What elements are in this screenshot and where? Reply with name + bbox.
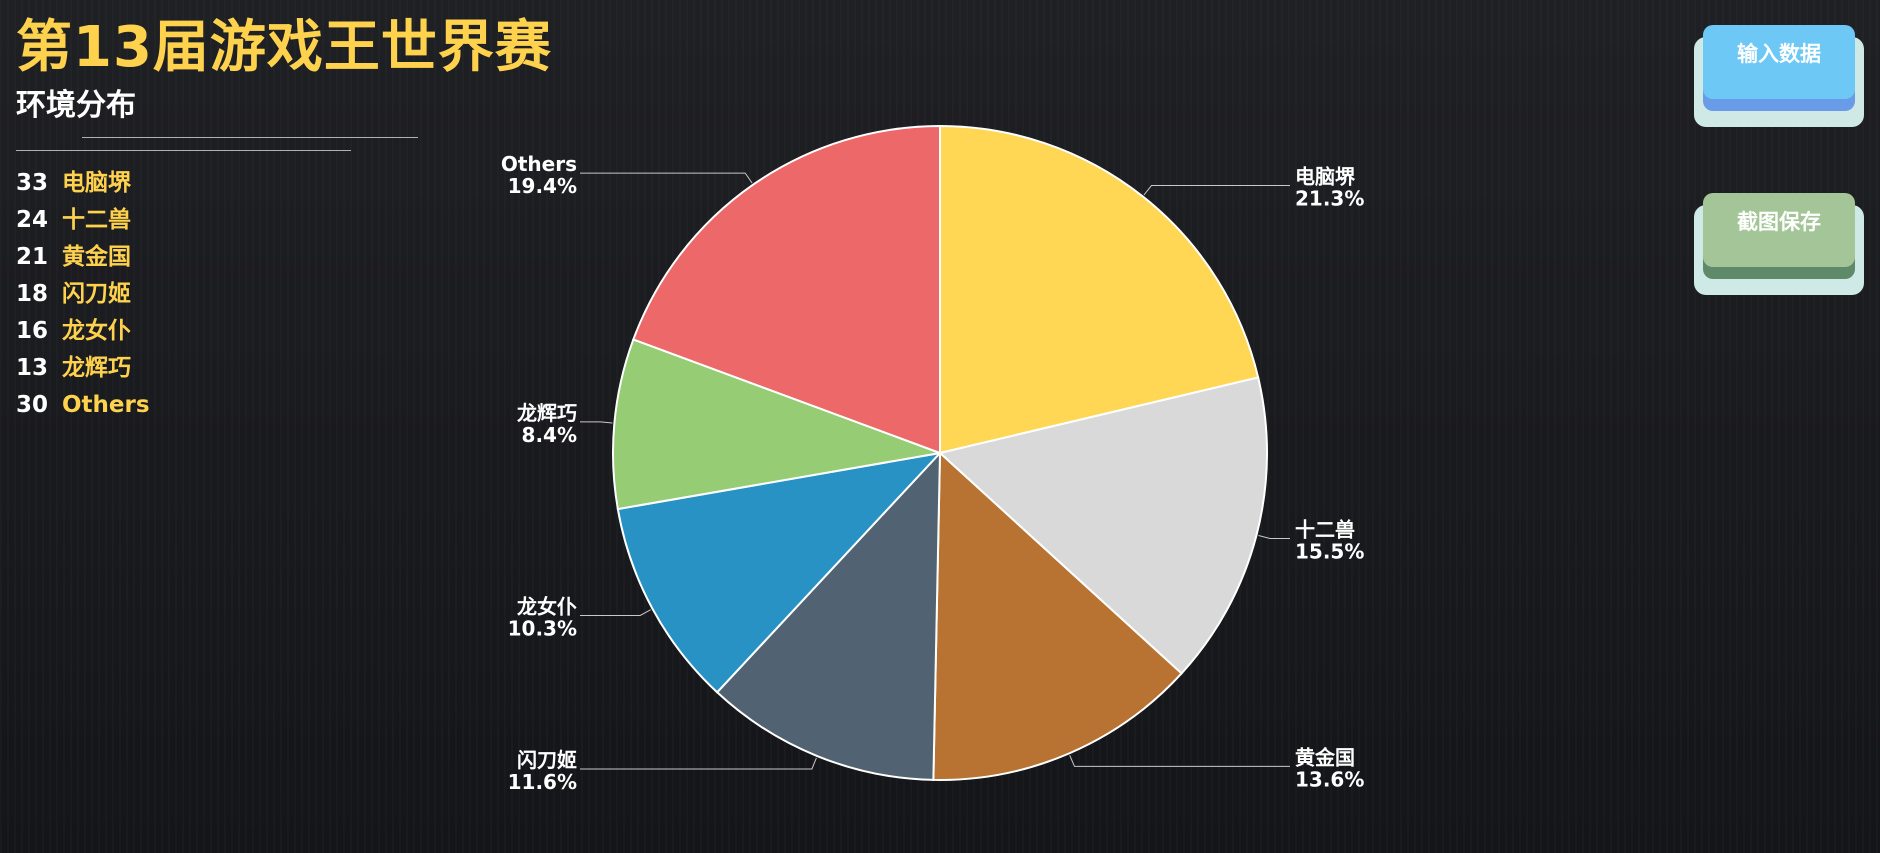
leader-line xyxy=(580,609,651,616)
leader-line xyxy=(580,172,753,184)
list-item: 18 闪刀姬 xyxy=(16,276,150,313)
deck-name: 龙辉巧 xyxy=(62,355,131,381)
divider xyxy=(16,150,351,151)
deck-name: 龙女仆 xyxy=(62,318,131,344)
pie-slice xyxy=(939,124,1260,455)
list-item: 33 电脑堺 xyxy=(16,165,150,202)
slice-percent-label: 13.6% xyxy=(1295,767,1364,791)
deck-count: 24 xyxy=(16,207,49,233)
slice-label: 闪刀姬 xyxy=(517,748,577,772)
slice-label: 电脑堺 xyxy=(1295,165,1356,189)
pie-slice xyxy=(612,338,944,511)
screenshot-save-button[interactable]: 截图保存 xyxy=(1703,193,1855,267)
leader-line xyxy=(580,757,817,770)
slice-percent-label: 21.3% xyxy=(1295,187,1364,211)
list-item: 13 龙辉巧 xyxy=(16,350,150,387)
count-list: 33 电脑堺 24 十二兽 21 黄金国 18 闪刀姬 16 龙女仆 13 龙辉巧 30 Ot… xyxy=(16,165,150,424)
slice-percent-label: 19.4% xyxy=(508,174,577,198)
divider xyxy=(82,137,418,138)
deck-count: 18 xyxy=(16,281,49,307)
list-item: 30 Others xyxy=(16,387,150,424)
list-item: 16 龙女仆 xyxy=(16,313,150,350)
leader-line xyxy=(1069,755,1290,767)
pie-slice xyxy=(632,124,941,455)
slice-label: 龙女仆 xyxy=(517,595,577,619)
list-item: 21 黄金国 xyxy=(16,239,150,276)
list-item: 24 十二兽 xyxy=(16,202,150,239)
leader-line xyxy=(1258,535,1290,539)
screenshot-save-button-frame: 截图保存 xyxy=(1694,193,1864,295)
deck-count: 21 xyxy=(16,244,49,270)
deck-count: 33 xyxy=(16,170,49,196)
deck-name: 电脑堺 xyxy=(62,170,131,196)
deck-count: 30 xyxy=(16,392,49,418)
slice-label: 黄金国 xyxy=(1295,745,1355,769)
leader-line xyxy=(580,421,613,424)
pie-slice xyxy=(715,450,942,781)
slice-label: Others xyxy=(501,152,577,176)
pie-slice xyxy=(932,450,1183,781)
deck-name: Others xyxy=(62,392,150,418)
slice-percent-label: 15.5% xyxy=(1295,540,1364,564)
deck-name: 闪刀姬 xyxy=(62,281,131,307)
deck-count: 16 xyxy=(16,318,49,344)
pie-slice xyxy=(616,451,943,694)
input-data-button-frame: 输入数据 xyxy=(1694,25,1864,127)
slice-label: 龙辉巧 xyxy=(517,401,577,425)
slice-percent-label: 8.4% xyxy=(522,423,577,447)
deck-name: 十二兽 xyxy=(62,207,131,233)
input-data-button[interactable]: 输入数据 xyxy=(1703,25,1855,99)
slice-percent-label: 10.3% xyxy=(508,617,577,641)
page-title: 第13届游戏王世界赛 xyxy=(16,15,552,80)
page-subtitle: 环境分布 xyxy=(16,88,136,123)
deck-count: 13 xyxy=(16,355,49,381)
pie-slice xyxy=(937,376,1268,675)
slice-label: 十二兽 xyxy=(1295,518,1355,542)
leader-line xyxy=(1143,185,1290,196)
slice-percent-label: 11.6% xyxy=(508,770,577,794)
deck-name: 黄金国 xyxy=(62,244,131,270)
